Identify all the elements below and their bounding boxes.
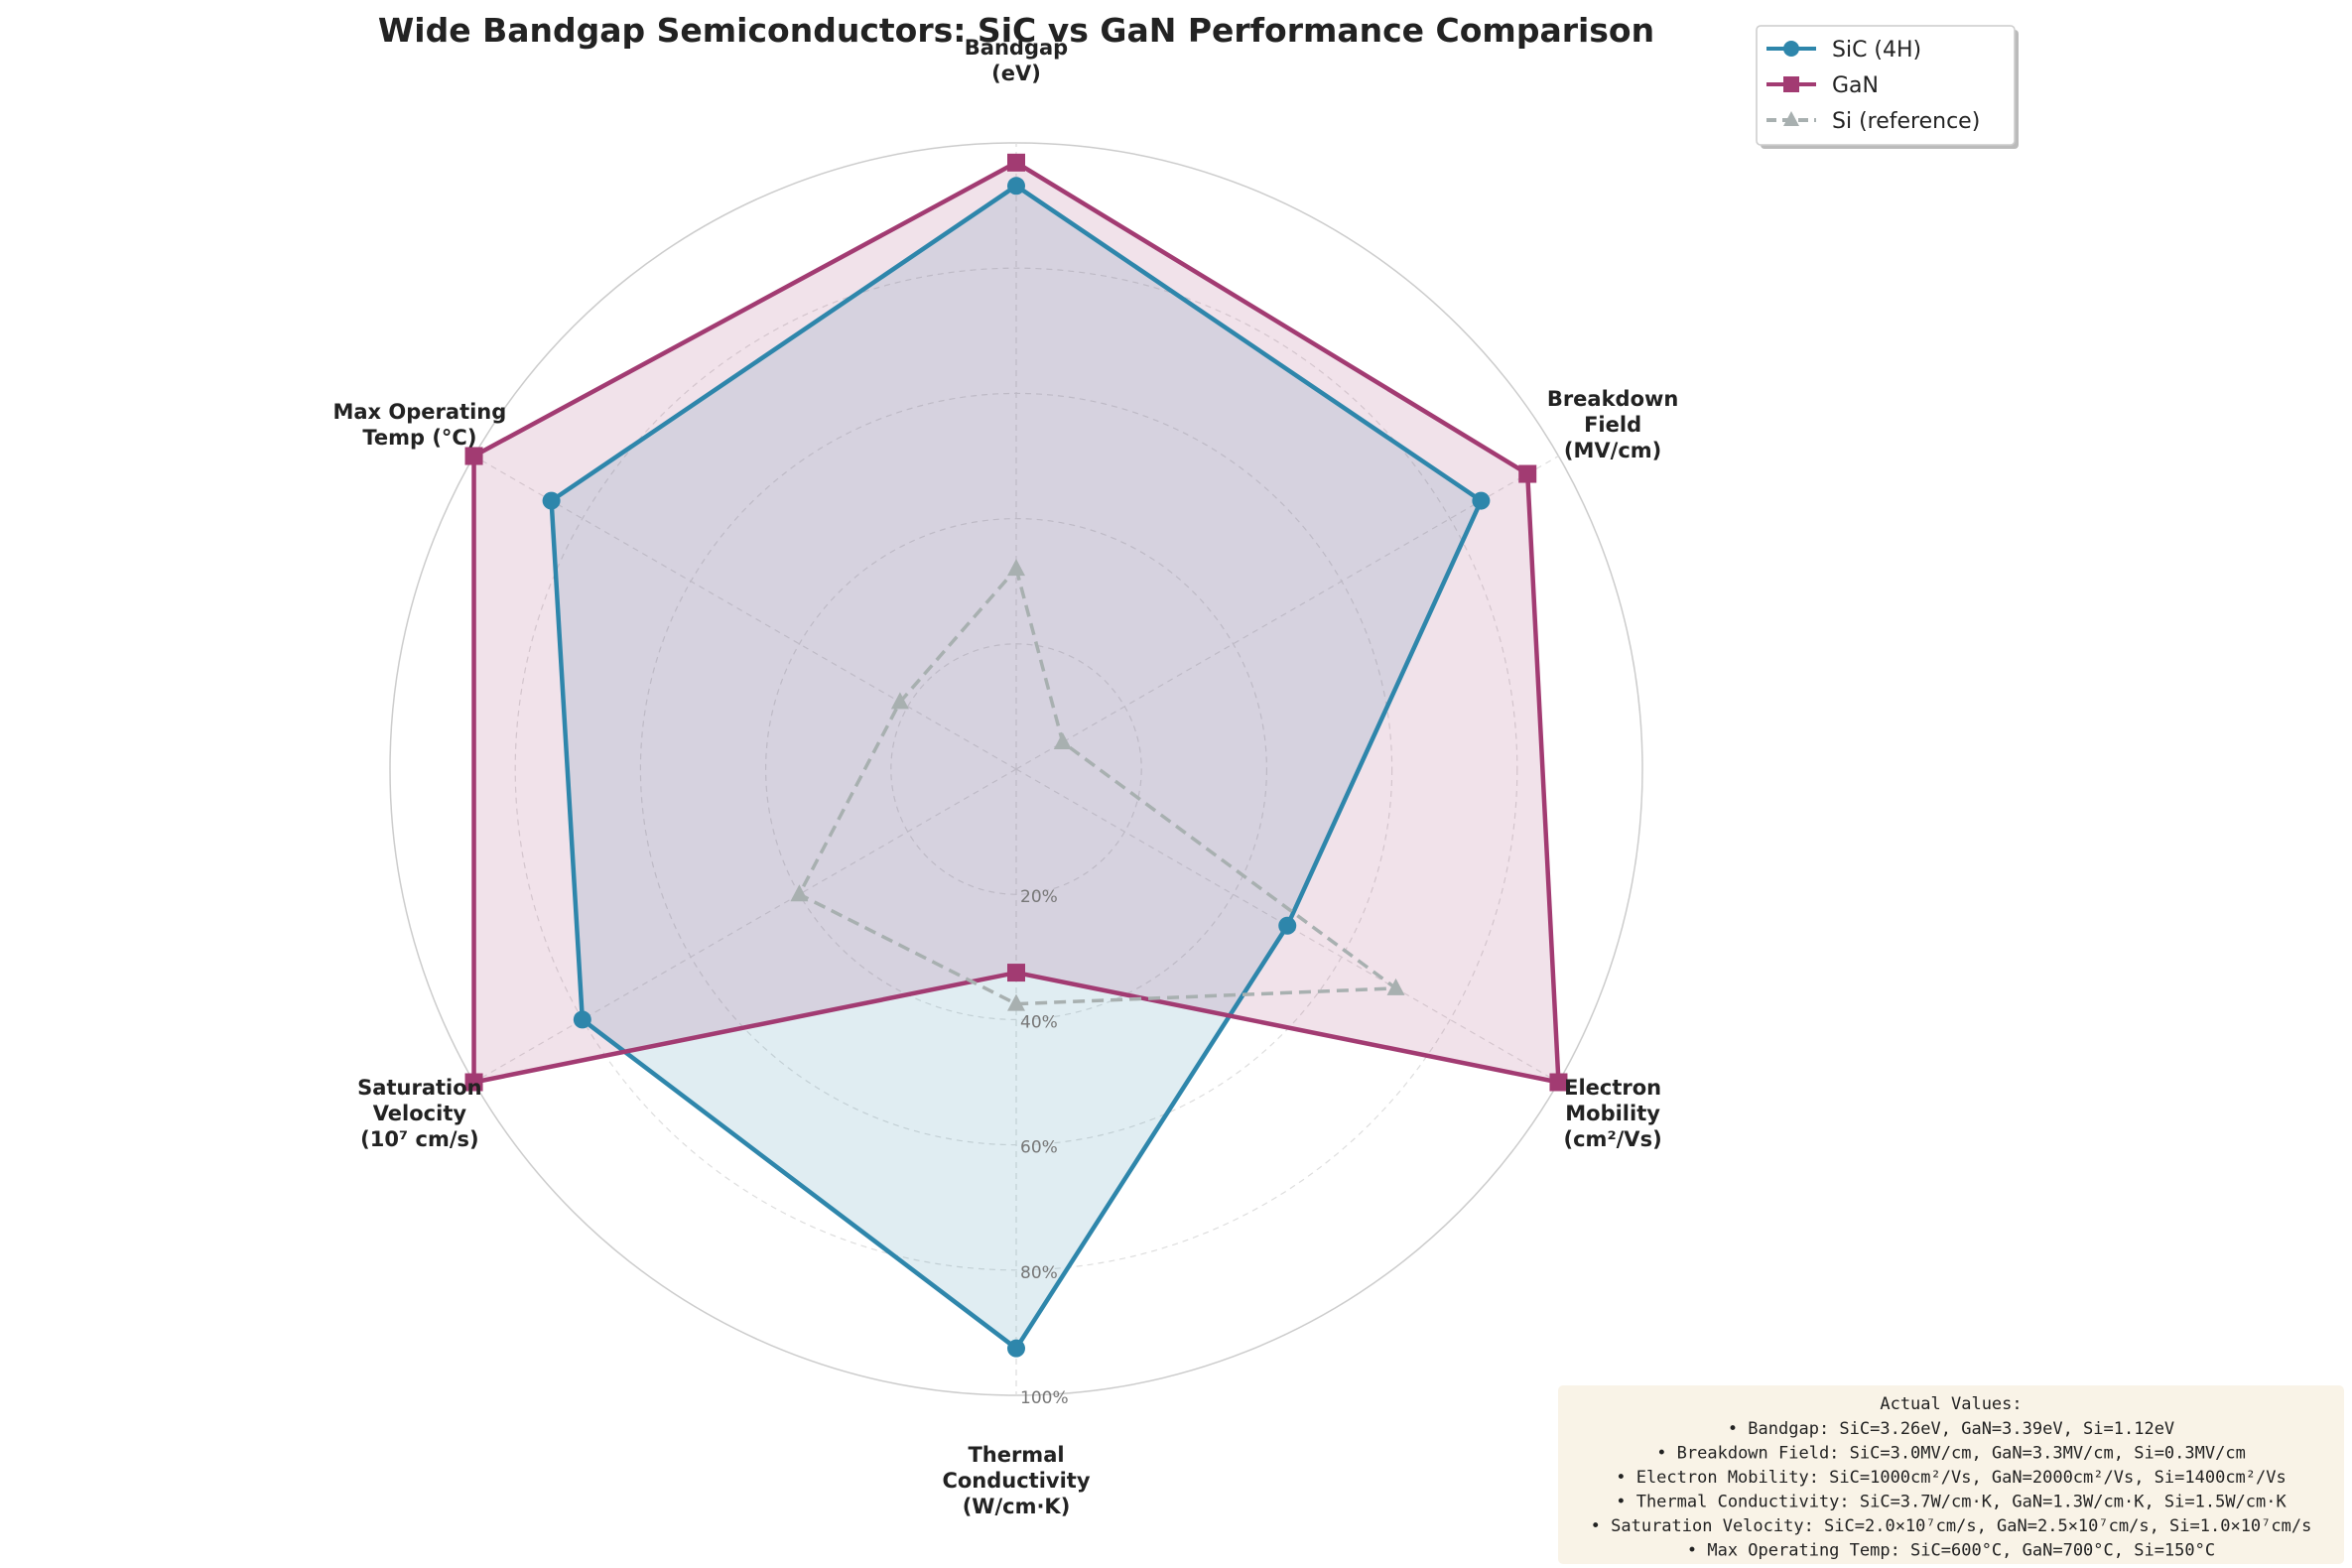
annotation-line: • Breakdown Field: SiC=3.0MV/cm, GaN=3.3… (1656, 1444, 2246, 1464)
annotation-line: • Saturation Velocity: SiC=2.0×10⁷cm/s, … (1591, 1516, 2312, 1536)
series-fill-0 (551, 186, 1482, 1349)
annotation-line: • Electron Mobility: SiC=1000cm²/Vs, GaN… (1616, 1468, 2287, 1488)
data-point (464, 1073, 483, 1092)
data-point (1278, 916, 1297, 935)
annotation-line: • Thermal Conductivity: SiC=3.7W/cm·K, G… (1616, 1493, 2287, 1512)
axis-label: (eV) (991, 62, 1041, 85)
annotation-line: • Max Operating Temp: SiC=600°C, GaN=700… (1687, 1541, 2215, 1561)
grid-circle (764, 517, 1267, 1020)
radial-tick-label: 20% (1020, 887, 1058, 907)
radial-ticks: 20% 40% 60% 80% 100% (1020, 887, 1069, 1408)
radial-tick-label: 40% (1020, 1012, 1058, 1032)
axis-label: (MV/cm) (1564, 439, 1661, 462)
grid (389, 142, 1643, 1396)
legend-marker (1783, 41, 1799, 57)
legend-item: SiC (4H) (1766, 38, 1921, 63)
axis-label: Bandgap (965, 36, 1068, 60)
data-point (464, 447, 483, 465)
axis-label: Conductivity (942, 1469, 1090, 1493)
data-point (1518, 464, 1537, 483)
series-gan (464, 153, 1568, 1092)
data-point (890, 692, 909, 710)
radial-tick-label: 80% (1020, 1263, 1058, 1283)
axis-label: Field (1584, 413, 1641, 437)
axis-label: (10⁷ cm/s) (360, 1127, 478, 1151)
data-point (1007, 964, 1025, 982)
series-fill-1 (473, 162, 1559, 1083)
data-point (1549, 1073, 1568, 1092)
series-sic-4h- (542, 177, 1491, 1358)
axis-label: Max Operating (332, 400, 506, 424)
series-si-reference- (790, 559, 1405, 1011)
legend: SiC (4H) GaN Si (reference) (1756, 25, 2019, 149)
data-point (790, 884, 809, 902)
legend-label: GaN (1832, 73, 1879, 98)
axis-label: (cm²/Vs) (1564, 1127, 1662, 1151)
legend-marker (1783, 111, 1799, 126)
data-point (1007, 1339, 1025, 1358)
radial-tick-label: 60% (1020, 1138, 1058, 1158)
axis-label: (W/cm·K) (963, 1495, 1071, 1518)
axis-label: Velocity (373, 1102, 467, 1125)
data-point (1053, 731, 1072, 749)
data-point (573, 1010, 591, 1029)
axis-label: Thermal (968, 1443, 1064, 1467)
data-point (1007, 559, 1025, 577)
axis-label: Mobility (1565, 1102, 1660, 1125)
annotation-title: Actual Values: (1880, 1394, 2022, 1414)
annotation-line: • Bandgap: SiC=3.26eV, GaN=3.39eV, Si=1.… (1728, 1419, 2174, 1439)
data-point (542, 491, 561, 510)
axis-label: Saturation (357, 1076, 481, 1100)
data-point (1007, 993, 1025, 1011)
data-point (1472, 491, 1491, 510)
axis-label: Electron (1564, 1076, 1661, 1100)
radial-tick-label: 100% (1020, 1388, 1069, 1408)
series-layer (464, 153, 1568, 1358)
legend-item: GaN (1766, 73, 1879, 98)
legend-marker (1783, 76, 1799, 92)
axis-label: Temp (°C) (362, 426, 476, 450)
axis-label: Breakdown (1547, 387, 1679, 411)
chart-title: Wide Bandgap Semiconductors: SiC vs GaN … (378, 11, 1654, 50)
grid-circle (514, 267, 1518, 1271)
legend-item: Si (reference) (1766, 109, 1980, 134)
data-point (1007, 153, 1025, 172)
data-point (1386, 978, 1405, 995)
annotation-box: Actual Values: • Bandgap: SiC=3.26eV, Ga… (1558, 1385, 2344, 1564)
legend-label: SiC (4H) (1832, 38, 1921, 63)
legend-label: Si (reference) (1832, 109, 1980, 134)
data-point (1007, 177, 1025, 196)
